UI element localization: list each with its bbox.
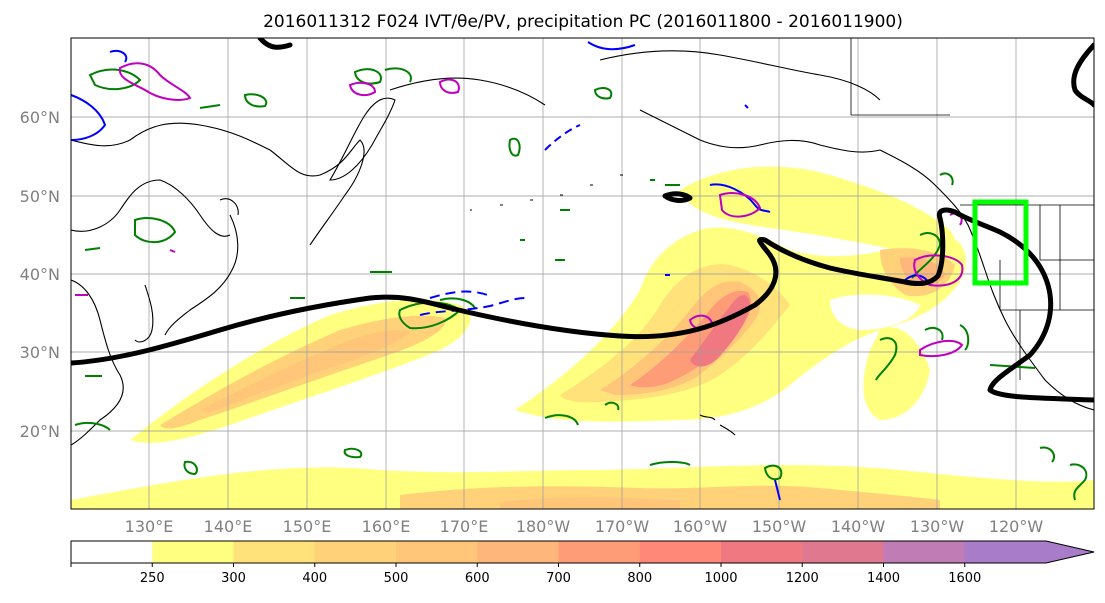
lon-label: 170°W (595, 517, 650, 536)
colorbar-tick-label: 250 (140, 571, 165, 586)
colorbar-tick-label: 1200 (786, 571, 819, 586)
colorbar-outline (70, 540, 1095, 564)
lon-label: 160°E (362, 517, 411, 536)
lon-label: 160°W (673, 517, 728, 536)
graticule (71, 38, 1094, 509)
colorbar-tick-label: 400 (302, 571, 327, 586)
map-frame (70, 37, 1095, 510)
map-content (71, 38, 1094, 509)
colorbar-segment (477, 541, 559, 563)
pv-contours-blue (71, 41, 931, 501)
colorbar-segment (71, 541, 153, 563)
colorbar: 250 300 400 500 600 700 800 1000 1200 1400 1600 (70, 540, 1095, 586)
longitude-labels: 130°E 140°E 150°E 160°E 170°E 180°W 170°… (125, 517, 1044, 536)
colorbar-tick-label: 800 (627, 571, 652, 586)
colorbar-tick-label: 1600 (948, 571, 981, 586)
lon-label: 170°E (440, 517, 489, 536)
map-title: 2016011312 F024 IVT/θe/PV, precipitation… (263, 12, 903, 32)
colorbar-tick-label: 700 (546, 571, 571, 586)
colorbar-tick-label: 300 (221, 571, 246, 586)
lon-label: 150°E (283, 517, 332, 536)
pv-contours-green (74, 67, 1088, 501)
colorbar-segment (152, 541, 234, 563)
ivt-shading (71, 166, 1094, 509)
lon-label: 180°W (516, 517, 571, 536)
colorbar-segment (883, 541, 966, 563)
colorbar-tick-label: 600 (465, 571, 490, 586)
lon-label: 150°W (752, 517, 807, 536)
colorbar-segment (802, 541, 884, 563)
latitude-labels: 60°N 50°N 40°N 30°N 20°N (20, 108, 60, 441)
lat-label: 20°N (20, 422, 60, 441)
colorbar-tick-label: 500 (384, 571, 409, 586)
region-highlight-box (972, 199, 1029, 286)
lat-label: 50°N (20, 187, 60, 206)
colorbar-segment (558, 541, 641, 563)
lon-label: 120°W (989, 517, 1044, 536)
colorbar-segment (314, 541, 397, 563)
colorbar-segment (233, 541, 316, 563)
colorbar-extend-arrow (1046, 541, 1094, 563)
lon-label: 130°W (910, 517, 965, 536)
colorbar-tick-label: 1000 (704, 571, 737, 586)
colorbar-segment (396, 541, 478, 563)
theta-e-contour (71, 38, 1094, 403)
lon-label: 130°E (125, 517, 174, 536)
lat-label: 30°N (20, 343, 60, 362)
lon-label: 140°E (204, 517, 253, 536)
lon-label: 140°W (831, 517, 886, 536)
colorbar-segment (639, 541, 722, 563)
colorbar-segment (721, 541, 803, 563)
lat-label: 60°N (20, 108, 60, 127)
colorbar-tick-label: 1400 (867, 571, 900, 586)
lat-label: 40°N (20, 265, 60, 284)
colorbar-segment (964, 541, 1047, 563)
